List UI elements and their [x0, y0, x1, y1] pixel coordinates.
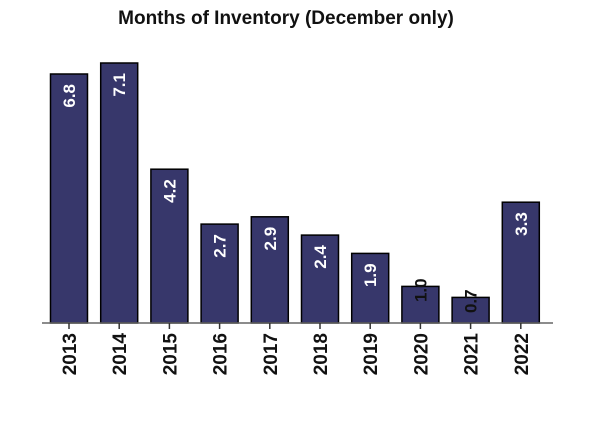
x-tick-label-2013: 2013 [60, 333, 81, 375]
bar-value-label-2020: 1.0 [411, 278, 430, 302]
bar-value-label-2019: 1.9 [361, 263, 380, 287]
bar-2018 [300, 234, 340, 324]
bar-2016 [200, 223, 239, 324]
bar-2020 [401, 285, 440, 324]
bar-2013 [49, 73, 89, 324]
bars-layer [49, 62, 541, 324]
x-tick-label-2019: 2019 [361, 333, 382, 375]
x-tick-label-2016: 2016 [211, 333, 232, 375]
x-tick-label-2018: 2018 [311, 333, 332, 375]
bar-value-label-2018: 2.4 [311, 245, 330, 269]
bar-value-label-2014: 7.1 [110, 73, 129, 97]
bar-value-label-2021: 0.7 [462, 289, 481, 313]
bar-labels-layer: 6.8 7.1 4.2 2.7 2.9 2.4 1.9 1.0 0.7 3.3 [60, 73, 531, 313]
bar-value-label-2017: 2.9 [261, 227, 280, 251]
bar-value-label-2015: 4.2 [160, 179, 179, 203]
x-tick-label-2017: 2017 [261, 333, 282, 375]
x-tick-label-2022: 2022 [512, 333, 533, 375]
x-tick-label-2014: 2014 [110, 333, 131, 376]
bar-2015 [150, 168, 189, 324]
chart-title: Months of Inventory (December only) [118, 8, 454, 29]
bar-value-label-2016: 2.7 [211, 234, 230, 258]
x-tick-label-2021: 2021 [462, 333, 483, 376]
x-ticks-layer: 2013 2014 2015 2016 2017 2018 2019 2020 2021 2022 [60, 323, 533, 375]
x-tick-label-2020: 2020 [411, 333, 432, 375]
bar-value-label-2013: 6.8 [60, 84, 79, 108]
bar-2022 [501, 201, 541, 324]
x-tick-label-2015: 2015 [160, 333, 181, 376]
bar-2014 [99, 62, 139, 324]
bar-value-label-2022: 3.3 [512, 212, 531, 236]
